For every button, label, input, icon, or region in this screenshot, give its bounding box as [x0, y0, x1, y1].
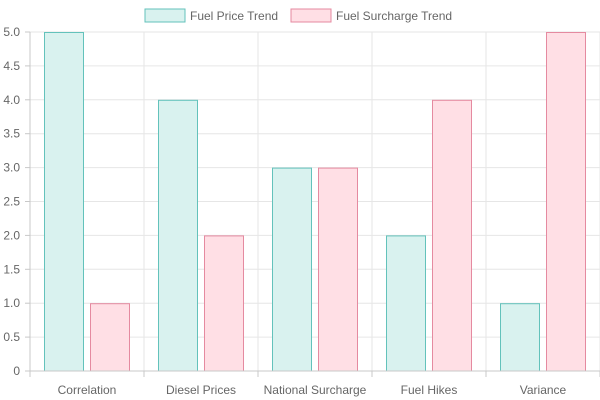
y-tick-label: 1.0 — [3, 296, 20, 310]
legend-swatch-fuel-surcharge-trend — [290, 8, 332, 23]
legend-label-fuel-surcharge-trend: Fuel Surcharge Trend — [336, 9, 452, 23]
x-tick-label-fuel-hikes: Fuel Hikes — [401, 383, 458, 397]
grid — [30, 31, 600, 371]
bar-fuel-price-trend-diesel-prices[interactable] — [158, 99, 198, 372]
y-tick-label: 1.5 — [3, 262, 20, 276]
bar-fuel-surcharge-trend-diesel-prices[interactable] — [204, 235, 244, 372]
x-tick-label-national-surcharge: National Surcharge — [264, 383, 367, 397]
legend-item-fuel-surcharge-trend[interactable]: Fuel Surcharge Trend — [290, 8, 452, 23]
bar-fuel-surcharge-trend-fuel-hikes[interactable] — [432, 99, 472, 372]
bar-fuel-surcharge-trend-variance[interactable] — [546, 32, 586, 372]
x-tick-label-variance: Variance — [520, 383, 567, 397]
legend-swatch-fuel-price-trend — [144, 8, 186, 23]
y-tick-label: 4.0 — [3, 93, 20, 107]
bar-fuel-surcharge-trend-national-surcharge[interactable] — [318, 167, 358, 372]
y-tick-label: 0 — [13, 364, 20, 378]
bar-fuel-price-trend-national-surcharge[interactable] — [272, 167, 312, 372]
x-tick-label-correlation: Correlation — [58, 383, 117, 397]
bars — [44, 32, 586, 372]
bar-fuel-price-trend-correlation[interactable] — [44, 32, 84, 372]
legend: Fuel Price Trend Fuel Surcharge Trend — [144, 8, 452, 23]
bar-fuel-surcharge-trend-correlation[interactable] — [90, 303, 130, 372]
bar-fuel-price-trend-variance[interactable] — [500, 303, 540, 372]
y-tick-label: 2.0 — [3, 228, 20, 242]
legend-item-fuel-price-trend[interactable]: Fuel Price Trend — [144, 8, 278, 23]
y-tick-label: 4.5 — [3, 59, 20, 73]
x-axis-ticks: Correlation Diesel Prices National Surchar… — [29, 371, 600, 397]
y-tick-label: 5.0 — [3, 25, 20, 39]
y-tick-label: 2.5 — [3, 195, 20, 209]
y-tick-label: 3.0 — [3, 161, 20, 175]
bar-fuel-price-trend-fuel-hikes[interactable] — [386, 235, 426, 372]
y-axis-ticks: 0 0.5 1.0 1.5 2.0 2.5 3.0 3.5 4.0 4.5 5.0 — [3, 25, 30, 378]
x-tick-label-diesel-prices: Diesel Prices — [166, 383, 236, 397]
y-tick-label: 0.5 — [3, 330, 20, 344]
y-tick-label: 3.5 — [3, 127, 20, 141]
legend-label-fuel-price-trend: Fuel Price Trend — [190, 9, 278, 23]
